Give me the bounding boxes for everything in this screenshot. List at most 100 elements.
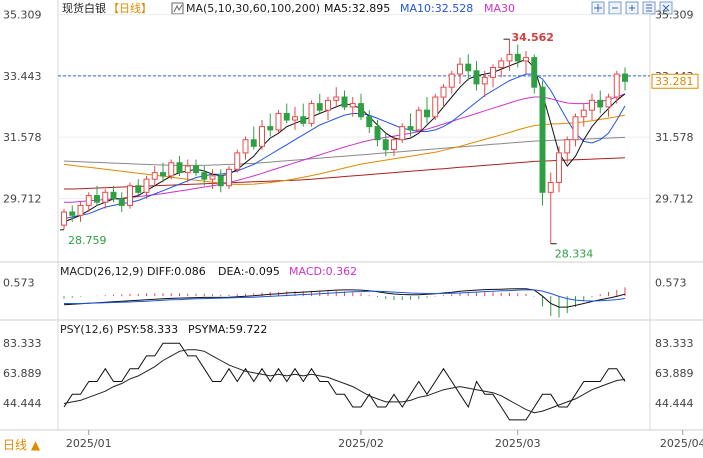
candle-down: [514, 53, 521, 62]
price-tick-right: 35.309: [655, 9, 694, 22]
period-selector[interactable]: 日线 ▲: [0, 434, 52, 454]
price-tick-left: 31.578: [3, 131, 42, 144]
period-selector-bg: [0, 434, 52, 454]
macd-header: MACD(26,12,9) DIFF:0.086 DEA:-0.095 MACD…: [60, 265, 357, 278]
candle-up: [399, 126, 406, 141]
period-label[interactable]: 【日线】: [108, 1, 152, 15]
ma30-label: MA30: [484, 2, 515, 15]
candle-up: [308, 103, 315, 124]
price-tick-right: 29.712: [655, 192, 694, 205]
crosshair-icon[interactable]: [591, 1, 605, 15]
candle-down: [69, 211, 76, 216]
symbol-name: 现货白银: [62, 1, 106, 15]
macd-tick-right: 0.573: [655, 276, 687, 289]
candle-down: [424, 109, 430, 118]
ma-toggle-icon[interactable]: [171, 2, 184, 15]
candle-down: [539, 86, 546, 193]
candle-down: [366, 116, 373, 128]
candle-up: [589, 99, 595, 111]
candle-down: [382, 139, 389, 151]
close-icon[interactable]: [659, 1, 673, 15]
candle-down: [193, 165, 199, 174]
low-annotation: 28.334: [555, 248, 594, 261]
candle-up: [151, 172, 158, 180]
start-annotation: 28.759: [68, 234, 107, 247]
candle-up: [506, 53, 513, 62]
candle-up: [292, 116, 298, 121]
candle-down: [94, 195, 100, 203]
candle-up: [415, 109, 422, 131]
psy-tick-right: 83.333: [655, 337, 694, 350]
candle-down: [597, 99, 604, 108]
candle-down: [217, 175, 224, 187]
candle-up: [127, 185, 133, 206]
time-label: 2025/04: [660, 437, 703, 450]
high-annotation: 34.562: [512, 31, 554, 44]
candle-up: [234, 152, 241, 170]
candle-up: [61, 211, 67, 226]
candle-up: [556, 152, 562, 183]
ma30-line: [64, 93, 626, 203]
psy-tick-left: 63.889: [3, 367, 42, 380]
psy-header: PSY(12,6) PSY:58.333 PSYMA:59.722: [60, 323, 267, 336]
candle-up: [440, 86, 447, 98]
candle-up: [613, 73, 620, 98]
candle-up: [102, 191, 109, 203]
candle-down: [300, 116, 307, 124]
candle-down: [250, 139, 257, 147]
current-price-tag: [651, 73, 699, 89]
candle-down: [135, 185, 142, 193]
candle-down: [160, 172, 166, 177]
psyma-line: [63, 349, 626, 414]
candle-up: [605, 96, 612, 108]
ma200-line: [64, 157, 626, 190]
psy-tick-right: 63.889: [655, 367, 694, 380]
price-tick-left: 33.443: [3, 70, 42, 83]
candle-up: [349, 103, 356, 108]
candle-up: [564, 139, 571, 154]
candle-down: [316, 103, 323, 111]
candle-down: [110, 191, 117, 200]
candle-up: [259, 126, 265, 147]
candle-down: [465, 63, 472, 72]
psy-title: PSY(12,6): [60, 323, 113, 336]
macd-hist-value: MACD:0.362: [289, 265, 357, 278]
settings-icon[interactable]: [642, 1, 656, 15]
candle-up: [391, 139, 397, 151]
ma100-line: [63, 136, 626, 166]
price-header: 现货白银 【日线】 MA(5,10,30,60,100,200) MA5:32.…: [62, 1, 515, 15]
candle-down: [283, 112, 290, 121]
time-label: 2025/02: [338, 437, 384, 450]
psy-tick-right: 44.444: [655, 397, 694, 410]
candle-up: [580, 109, 587, 118]
candle-up: [275, 112, 282, 131]
candle-up: [432, 96, 439, 118]
macd-tick-left: 0.573: [3, 276, 35, 289]
candle-up: [184, 165, 191, 174]
plus-icon[interactable]: [625, 1, 639, 15]
ma-line-glyph: [173, 4, 183, 13]
ma5-value: MA5:32.895: [324, 2, 390, 15]
candle-up: [448, 73, 455, 88]
candle-up: [333, 96, 340, 101]
candle-up: [143, 178, 150, 193]
price-tick-left: 29.712: [3, 192, 42, 205]
period-selector-label[interactable]: 日线 ▲: [3, 438, 41, 452]
candle-down: [374, 126, 381, 141]
psyma-value: PSYMA:59.722: [188, 323, 267, 336]
candle-up: [490, 66, 496, 78]
time-axis: 2025/01 2025/02 2025/03 2025/04: [66, 430, 703, 450]
candle-up: [523, 57, 529, 62]
minus-icon[interactable]: [608, 1, 622, 15]
candle-up: [498, 60, 505, 68]
psy-tick-left: 44.444: [3, 397, 42, 410]
candle-down: [358, 103, 364, 118]
candle-down: [473, 70, 480, 85]
ma-params-label: MA(5,10,30,60,100,200): [186, 2, 320, 15]
candle-up: [226, 168, 232, 187]
macd-title: MACD(26,12,9): [60, 265, 144, 278]
macd-dea-value: DEA:-0.095: [218, 265, 280, 278]
chart-toolbar: [591, 1, 673, 15]
psy-value: PSY:58.333: [117, 323, 178, 336]
